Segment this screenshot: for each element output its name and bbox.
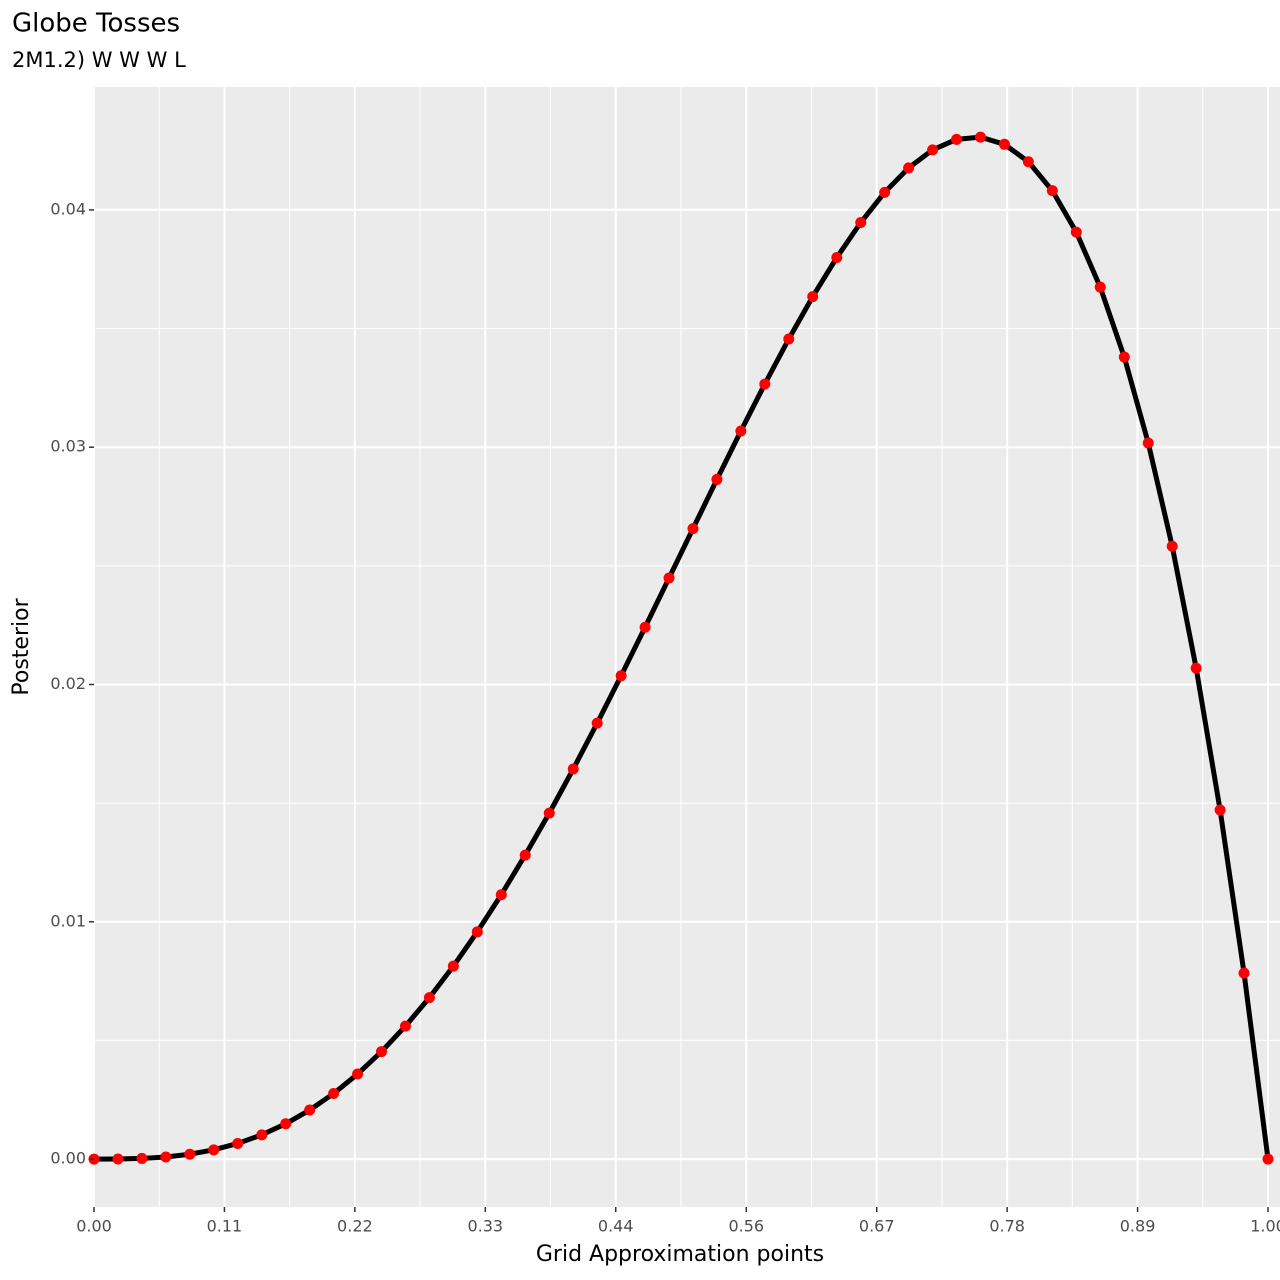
point bbox=[280, 1118, 292, 1130]
grid bbox=[93, 87, 1280, 1207]
x-tick-label: 1.00 bbox=[1250, 1217, 1280, 1236]
point bbox=[495, 889, 507, 901]
x-tick-label: 0.00 bbox=[76, 1217, 112, 1236]
point bbox=[1190, 662, 1202, 674]
point bbox=[567, 763, 579, 775]
point bbox=[639, 621, 651, 633]
point bbox=[471, 926, 483, 938]
point bbox=[256, 1129, 268, 1141]
point bbox=[1166, 540, 1178, 552]
x-axis-label: Grid Approximation points bbox=[536, 1242, 824, 1267]
point bbox=[1262, 1153, 1274, 1165]
point bbox=[663, 572, 675, 584]
point bbox=[376, 1046, 388, 1058]
y-axis-label: Posterior bbox=[9, 597, 34, 695]
point bbox=[855, 217, 867, 229]
point bbox=[735, 425, 747, 437]
point bbox=[328, 1088, 340, 1100]
point bbox=[831, 252, 843, 264]
x-tick-label: 0.22 bbox=[337, 1217, 373, 1236]
point bbox=[1046, 185, 1058, 197]
point bbox=[352, 1068, 364, 1080]
point bbox=[903, 162, 915, 174]
point bbox=[783, 333, 795, 345]
point bbox=[1022, 156, 1034, 168]
point bbox=[1214, 804, 1226, 816]
x-tick-label: 0.89 bbox=[1120, 1217, 1156, 1236]
point bbox=[687, 523, 699, 535]
point bbox=[998, 138, 1010, 150]
marks bbox=[88, 131, 1274, 1165]
point bbox=[974, 131, 986, 143]
point bbox=[447, 960, 459, 972]
panel bbox=[95, 87, 1280, 1207]
point bbox=[879, 186, 891, 198]
point bbox=[711, 473, 723, 485]
point bbox=[951, 133, 963, 145]
point bbox=[1238, 967, 1250, 979]
point bbox=[519, 849, 531, 861]
point bbox=[304, 1104, 316, 1116]
point bbox=[759, 378, 771, 390]
point bbox=[208, 1144, 220, 1156]
y-tick-label: 0.04 bbox=[50, 199, 86, 218]
point bbox=[160, 1151, 172, 1163]
y-tick-label: 0.01 bbox=[50, 911, 86, 930]
x-tick-label: 0.11 bbox=[207, 1217, 243, 1236]
chart-title: Globe Tosses bbox=[12, 9, 180, 39]
point bbox=[543, 807, 555, 819]
point bbox=[184, 1148, 196, 1160]
x-tick-label: 0.56 bbox=[728, 1217, 764, 1236]
x-tick-label: 0.78 bbox=[989, 1217, 1025, 1236]
y-tick-label: 0.00 bbox=[50, 1149, 86, 1168]
y-tick-label: 0.03 bbox=[50, 437, 86, 456]
point bbox=[399, 1020, 411, 1032]
point bbox=[615, 670, 627, 682]
point bbox=[591, 717, 603, 729]
chart-subtitle: 2M1.2) W W W L bbox=[12, 48, 186, 72]
point bbox=[1118, 351, 1130, 363]
point bbox=[927, 144, 939, 156]
x-tick-label: 0.44 bbox=[598, 1217, 634, 1236]
point bbox=[112, 1153, 124, 1165]
point bbox=[423, 992, 435, 1004]
point bbox=[136, 1152, 148, 1164]
point bbox=[1094, 281, 1106, 293]
x-tick-label: 0.33 bbox=[467, 1217, 503, 1236]
y-tick-label: 0.02 bbox=[50, 674, 86, 693]
point bbox=[232, 1137, 244, 1149]
point bbox=[1142, 437, 1154, 449]
point bbox=[807, 291, 819, 303]
point bbox=[1070, 226, 1082, 238]
x-tick-label: 0.67 bbox=[859, 1217, 895, 1236]
